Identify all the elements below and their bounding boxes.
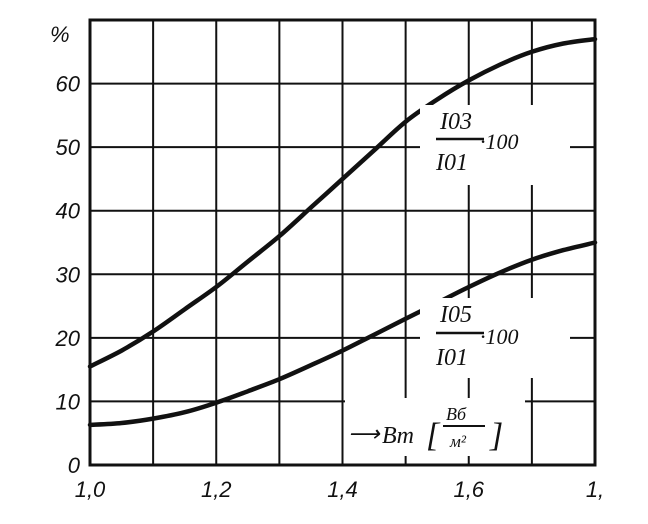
series-line-1 [87,36,598,369]
annotation-axis: ⟶ Bm [ Bб м² ] [345,398,525,456]
x-tick-label: 1,0 [75,477,106,502]
annotation-curve2-denominator: I01 [435,345,468,371]
grid [90,20,595,465]
y-tick-label: 20 [55,326,81,351]
axis-arrow: ⟶ [348,421,381,446]
x-tick-labels: 1,0 1,2 1,4 1,6 1, [75,477,604,502]
annotation-curve1-denominator: I01 [435,150,468,176]
y-tick-label: 10 [56,389,81,414]
axis-unit-denominator: м² [449,432,467,451]
y-tick-label: 60 [56,72,81,97]
y-tick-label: 30 [56,262,81,287]
annotation-curve2: I05 I01 ·100 [420,298,570,378]
y-tick-labels: 0 10 20 30 40 50 60 [55,72,81,478]
x-tick-label: 1, [586,477,604,502]
x-tick-label: 1,4 [327,477,358,502]
curves [87,36,598,428]
x-tick-label: 1,2 [201,477,232,502]
axis-bracket-close: ] [489,417,503,454]
annotation-curve1: I03 I01 ·100 [420,105,570,185]
y-tick-label: 50 [56,135,81,160]
x-tick-label: 1,6 [453,477,484,502]
annotation-curve1-numerator: I03 [439,109,472,135]
annotation-curve2-factor: ·100 [480,324,519,349]
axis-bracket-open: [ [426,417,441,454]
y-unit-label: % [50,22,70,47]
series-line-2 [87,240,598,428]
annotation-curve1-factor: ·100 [480,129,519,154]
axis-unit-numerator: Bб [446,404,467,424]
axis-symbol: Bm [382,423,414,449]
y-tick-label: 0 [68,453,81,478]
y-tick-label: 40 [56,199,81,224]
annotation-curve2-numerator: I05 [439,302,472,328]
